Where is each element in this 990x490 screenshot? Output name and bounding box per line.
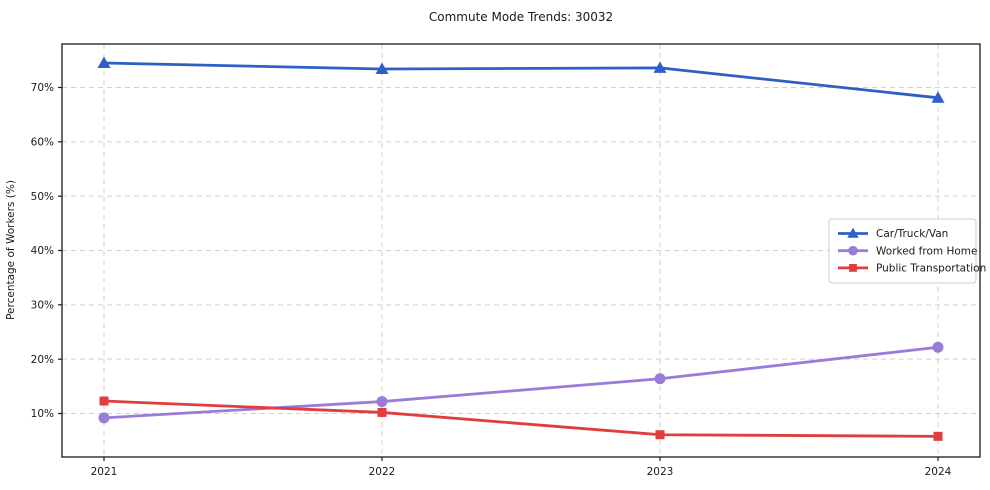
plot-area: 10% 20% 30% 40% 50% 60% 70% 2021 2022 2023 2024 Car…	[31, 43, 986, 478]
triangle-marker	[931, 91, 945, 103]
y-tick-label: 10%	[31, 408, 54, 420]
x-tick-label: 2022	[369, 466, 396, 478]
y-tick-label: 60%	[31, 136, 54, 148]
series-line	[102, 61, 940, 100]
square-marker	[933, 431, 943, 441]
square-marker	[655, 430, 665, 440]
legend-label: Public Transportation	[876, 263, 986, 275]
x-tick-label: 2021	[91, 466, 118, 478]
square-marker	[377, 407, 387, 417]
circle-marker	[932, 341, 944, 353]
legend-label: Car/Truck/Van	[876, 228, 948, 240]
legend-label: Worked from Home	[876, 245, 977, 257]
y-tick-label: 20%	[31, 354, 54, 366]
circle-marker	[654, 373, 666, 385]
y-tick-label: 70%	[31, 82, 54, 94]
x-tick-label: 2023	[647, 466, 674, 478]
triangle-marker	[97, 56, 111, 69]
y-tick-label: 50%	[31, 191, 54, 203]
circle-marker	[848, 245, 858, 256]
series-line	[102, 345, 940, 420]
series-line	[102, 399, 940, 438]
x-tick-label: 2024	[925, 466, 952, 478]
square-marker	[99, 396, 109, 406]
circle-marker	[376, 396, 388, 408]
y-tick-label: 30%	[31, 299, 54, 311]
y-axis-label: Percentage of Workers (%)	[5, 180, 17, 320]
y-tick-label: 40%	[31, 245, 54, 257]
chart-title: Commute Mode Trends: 30032	[429, 10, 613, 24]
triangle-marker	[375, 62, 389, 74]
square-marker	[849, 264, 857, 272]
triangle-marker	[847, 227, 859, 238]
triangle-marker	[653, 61, 667, 73]
circle-marker	[98, 412, 110, 424]
